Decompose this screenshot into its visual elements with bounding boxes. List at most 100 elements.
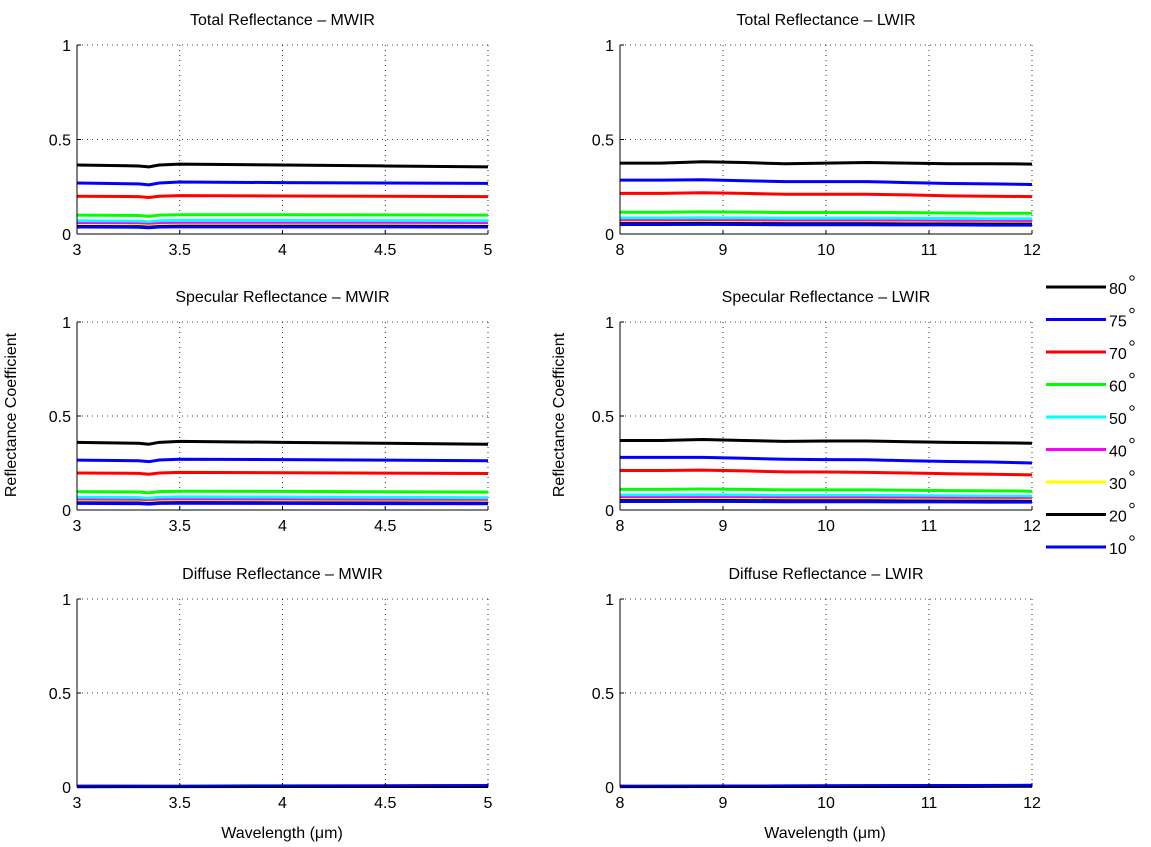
series-line-50 [620, 493, 1033, 498]
subplot-5: 3 3.5 4 4.5 5 0 0.5 1 Diffuse Reflectance – MWIR [49, 566, 493, 812]
series-line-40 [620, 496, 1033, 501]
y-tick-label: 0.5 [592, 133, 614, 150]
series-line-80 [76, 162, 489, 169]
x-tick-label: 12 [1023, 795, 1041, 812]
legend-label: 20 [1109, 509, 1127, 526]
series-line-40 [76, 221, 489, 227]
subplot-title: Specular Reflectance – MWIR [175, 289, 389, 306]
legend-item-80: 80 [1046, 275, 1135, 298]
series-line-60 [620, 210, 1032, 215]
degree-symbol [1129, 372, 1135, 379]
y-axis-label-right: Reflectance Coefficient [551, 332, 568, 497]
series-line-50 [76, 218, 489, 224]
series-line-75 [76, 180, 489, 187]
y-tick-label: 1 [605, 38, 614, 55]
series-line-40 [76, 498, 489, 503]
series-line-60 [76, 213, 489, 218]
x-tick-label: 4 [278, 795, 287, 812]
x-tick-label: 3.5 [169, 795, 191, 812]
series-line-80 [620, 438, 1033, 445]
subplot-title: Diffuse Reflectance – MWIR [182, 566, 383, 583]
x-tick-label: 9 [719, 242, 728, 259]
x-tick-label: 9 [719, 518, 728, 535]
subplot-title: Total Reflectance – LWIR [736, 12, 915, 29]
legend-label: 80 [1109, 281, 1127, 298]
legend-label: 70 [1109, 346, 1127, 363]
series-line-75 [620, 178, 1033, 186]
subplot-3: 3 3.5 4 4.5 5 0 0.5 1 Specular Reflectance – MWI… [49, 289, 493, 535]
degree-symbol [1129, 502, 1135, 509]
legend-item-30: 30 [1046, 470, 1135, 493]
degree-symbol [1129, 275, 1135, 281]
series-line-60 [620, 487, 1033, 493]
x-tick-label: 3.5 [169, 518, 191, 535]
series-line-10 [76, 225, 489, 230]
y-tick-label: 0 [62, 780, 71, 797]
x-tick-label: 11 [921, 795, 938, 812]
x-axis-label-right: Wavelength (μm) [764, 825, 886, 842]
y-tick-label: 1 [605, 592, 614, 609]
series-line-50 [620, 216, 1033, 221]
x-tick-label: 8 [616, 242, 625, 259]
x-tick-label: 10 [817, 242, 835, 259]
series-line-70 [620, 468, 1033, 477]
y-tick-label: 0.5 [49, 686, 71, 703]
x-axis-label-left: Wavelength (μm) [221, 825, 343, 842]
x-tick-label: 10 [817, 795, 835, 812]
y-tick-label: 1 [62, 38, 71, 55]
series-line-80 [76, 439, 489, 446]
legend-item-20: 20 [1046, 502, 1135, 526]
subplot-title: Diffuse Reflectance – LWIR [728, 566, 923, 583]
degree-symbol [1129, 535, 1135, 541]
y-tick-label: 1 [605, 315, 614, 332]
degree-symbol [1129, 307, 1135, 314]
subplot-2: 8 9 10 11 12 0 0.5 1 Total Reflectance – LWIR [592, 12, 1041, 259]
series-line-10 [620, 222, 1032, 227]
x-tick-label: 12 [1023, 518, 1041, 535]
legend-item-75: 75 [1046, 307, 1135, 331]
degree-symbol [1129, 405, 1135, 411]
legend-label: 75 [1109, 314, 1127, 331]
y-tick-label: 0.5 [49, 133, 71, 150]
series-line-40 [620, 219, 1032, 224]
x-tick-label: 11 [921, 242, 938, 259]
series-line-60 [76, 489, 489, 495]
degree-symbol [1129, 470, 1135, 476]
subplot-6: 8 9 10 11 12 0 0.5 1 Diffuse Reflectance – LWIR [592, 566, 1041, 812]
x-tick-label: 3 [73, 795, 82, 812]
series-line-70 [76, 470, 489, 476]
y-tick-label: 0 [62, 227, 71, 244]
x-tick-label: 4.5 [374, 795, 396, 812]
subplot-4: 8 9 10 11 12 0 0.5 1 Specular Reflectance – LWIR [592, 289, 1041, 535]
x-tick-label: 4 [278, 242, 287, 259]
series-line-75 [76, 457, 489, 464]
legend-label: 50 [1109, 411, 1127, 428]
y-tick-label: 0.5 [592, 686, 614, 703]
subplot-grid: 3 3.5 4 4.5 5 0 0.5 1 Total Reflectance – MWIR 8 9… [49, 12, 1041, 812]
series-line-10 [620, 499, 1032, 504]
series-line-75 [620, 455, 1033, 465]
legend-item-60: 60 [1046, 372, 1135, 396]
subplot-1: 3 3.5 4 4.5 5 0 0.5 1 Total Reflectance – MWIR [49, 12, 493, 259]
x-tick-label: 8 [616, 518, 625, 535]
x-tick-label: 4.5 [374, 242, 396, 259]
x-tick-label: 4 [278, 518, 287, 535]
y-tick-label: 0 [605, 503, 614, 520]
legend-item-70: 70 [1046, 340, 1135, 363]
y-tick-label: 1 [62, 315, 71, 332]
subplot-title: Specular Reflectance – LWIR [722, 289, 931, 306]
x-tick-label: 3.5 [169, 242, 191, 259]
x-tick-label: 5 [484, 795, 493, 812]
legend-label: 10 [1109, 541, 1127, 558]
x-tick-label: 5 [484, 518, 493, 535]
y-axis-label-left: Reflectance Coefficient [3, 332, 20, 497]
y-tick-label: 1 [62, 592, 71, 609]
y-tick-label: 0 [62, 503, 71, 520]
series-line-70 [620, 191, 1033, 199]
x-tick-label: 8 [616, 795, 625, 812]
series-line-70 [76, 194, 489, 200]
x-tick-label: 4.5 [374, 518, 396, 535]
legend: 80 75 70 60 50 40 30 20 10 [1046, 275, 1135, 558]
x-tick-label: 10 [817, 518, 835, 535]
